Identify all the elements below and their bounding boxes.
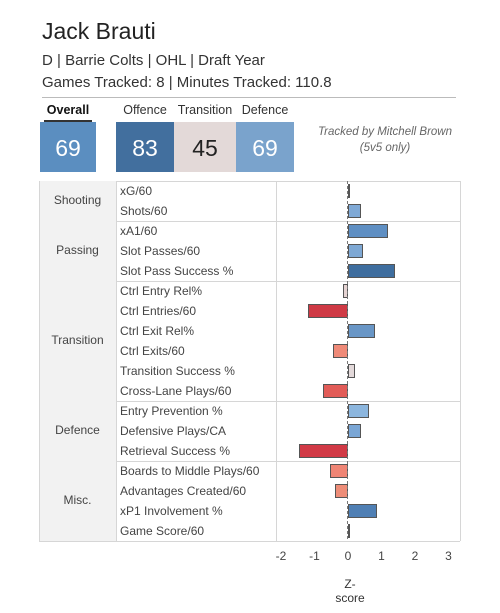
x-axis-title: Z-score [335, 577, 365, 605]
metric-bar [332, 344, 348, 358]
x-tick-label: -1 [309, 549, 320, 563]
defence-score-box: 69 [236, 122, 294, 172]
player-info: D | Barrie Colts | OHL | Draft Year [42, 52, 265, 69]
metric-label: Advantages Created/60 [120, 484, 247, 498]
metric-label: Entry Prevention % [120, 404, 223, 418]
group-divider [39, 281, 460, 282]
metric-bar [348, 224, 389, 238]
chart-top-border [39, 181, 460, 182]
metric-bar [348, 324, 375, 338]
metric-label: Ctrl Exit Rel% [120, 324, 195, 338]
metric-bar [348, 364, 355, 378]
metric-bar [322, 384, 348, 398]
metric-bar [307, 304, 348, 318]
metric-bar [348, 404, 369, 418]
category-cell-bg [39, 461, 116, 541]
tracking-credit: Tracked by Mitchell Brown (5v5 only) [300, 124, 470, 156]
metric-label: Transition Success % [120, 364, 235, 378]
tab-overall-underline [44, 120, 92, 122]
metric-label: Ctrl Exits/60 [120, 344, 185, 358]
metric-label: Ctrl Entry Rel% [120, 284, 203, 298]
metric-bar [348, 184, 350, 198]
tab-transition[interactable]: Transition [177, 103, 233, 117]
metric-label: Cross-Lane Plays/60 [120, 384, 232, 398]
x-tick-label: 0 [344, 549, 352, 563]
transition-score-box: 45 [174, 122, 236, 172]
category-label: Passing [56, 243, 99, 257]
category-label: Transition [51, 333, 104, 347]
header-divider [42, 97, 456, 98]
tracking-credit-author: Tracked by Mitchell Brown [318, 126, 452, 138]
group-divider [39, 461, 460, 462]
metric-bar [348, 424, 362, 438]
group-divider [39, 221, 460, 222]
metric-bar [329, 464, 348, 478]
category-label: Misc. [63, 493, 92, 507]
metric-bar [348, 204, 362, 218]
metric-label: Shots/60 [120, 204, 168, 218]
category-label: Defence [55, 423, 100, 437]
metric-bar [348, 264, 395, 278]
x-tick-label: -2 [275, 549, 287, 563]
metric-label: Retrieval Success % [120, 444, 231, 458]
player-name: Jack Brauti [42, 18, 156, 44]
metric-label: xG/60 [120, 184, 153, 198]
metric-bar [348, 504, 378, 518]
metric-label: Game Score/60 [120, 524, 205, 538]
label-column-divider [276, 181, 277, 541]
offence-score-box: 83 [116, 122, 174, 172]
tab-defence[interactable]: Defence [241, 103, 289, 117]
tab-offence[interactable]: Offence [123, 103, 167, 117]
x-tick-label: 3 [445, 549, 452, 563]
zero-line [347, 181, 348, 541]
x-tick-label: 2 [411, 549, 419, 563]
chart-left-border [39, 181, 40, 541]
metric-label: Ctrl Entries/60 [120, 304, 197, 318]
x-tick-label: 1 [378, 549, 385, 563]
chart-right-border [460, 181, 461, 541]
metric-bar [299, 444, 348, 458]
metric-bar [348, 524, 350, 538]
tracking-info: Games Tracked: 8 | Minutes Tracked: 110.… [42, 74, 332, 91]
metric-label: Boards to Middle Plays/60 [120, 464, 260, 478]
metric-label: Slot Pass Success % [120, 264, 234, 278]
overall-score-box: 69 [40, 122, 96, 172]
category-cell-bg [39, 221, 116, 281]
metric-label: xA1/60 [120, 224, 158, 238]
metric-label: Slot Passes/60 [120, 244, 201, 258]
category-cell-bg [39, 181, 116, 221]
category-cell-bg [39, 401, 116, 461]
group-divider [39, 401, 460, 402]
metric-label: Defensive Plays/CA [120, 424, 227, 438]
metric-label: xP1 Involvement % [120, 504, 223, 518]
metric-bar [348, 244, 364, 258]
tab-overall[interactable]: Overall [46, 103, 90, 117]
group-divider [39, 541, 460, 542]
category-cell-bg [39, 281, 116, 401]
category-label: Shooting [53, 193, 102, 207]
tracking-credit-note: (5v5 only) [359, 142, 411, 154]
category-column-divider [116, 181, 117, 541]
